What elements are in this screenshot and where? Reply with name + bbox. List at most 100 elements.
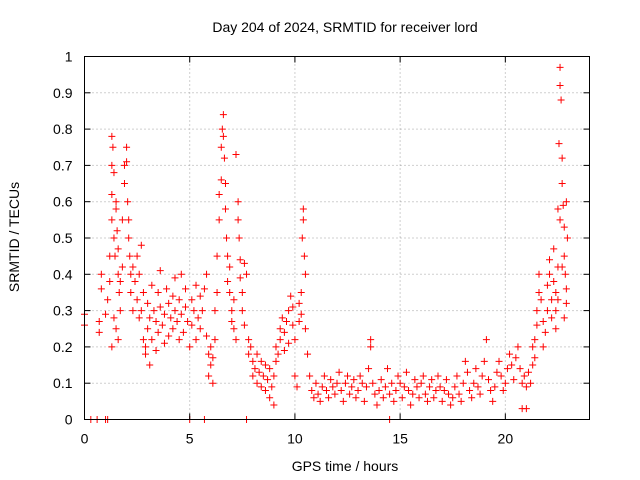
data-point (413, 383, 421, 391)
data-point (489, 397, 497, 405)
data-point (369, 379, 377, 387)
data-point (188, 296, 196, 304)
data-point (310, 394, 318, 402)
data-point (455, 390, 463, 398)
y-tick-label: 0.1 (53, 375, 73, 391)
data-point (291, 336, 299, 344)
data-point (110, 314, 118, 322)
data-point (522, 383, 530, 391)
data-point (213, 252, 221, 260)
data-point (110, 234, 118, 242)
data-point (346, 390, 354, 398)
data-point (543, 307, 551, 315)
axis-ticks (84, 56, 590, 420)
data-point (274, 350, 282, 358)
data-point (398, 394, 406, 402)
data-point (552, 325, 560, 333)
data-point (407, 401, 415, 409)
data-point (468, 394, 476, 402)
data-point (367, 336, 375, 344)
data-point (169, 325, 177, 333)
data-point (548, 314, 556, 322)
data-point (238, 307, 246, 315)
data-point (411, 376, 419, 384)
data-point (331, 390, 339, 398)
data-point (209, 354, 217, 362)
data-point (268, 383, 276, 391)
data-point (561, 270, 569, 278)
data-point (123, 158, 131, 166)
data-point (219, 132, 227, 140)
data-point (113, 227, 121, 235)
data-point (240, 259, 248, 267)
data-point (108, 190, 116, 198)
data-point (562, 198, 570, 206)
y-tick-label: 0.3 (53, 303, 73, 319)
data-point (236, 274, 244, 282)
data-point (139, 288, 147, 296)
data-point (137, 241, 145, 249)
data-point (563, 234, 571, 242)
data-point (306, 372, 314, 380)
data-point (144, 325, 152, 333)
data-point (224, 278, 232, 286)
data-point (221, 180, 229, 188)
data-point (367, 343, 375, 351)
data-point (186, 343, 194, 351)
data-point (559, 201, 567, 209)
data-point (123, 143, 131, 151)
data-point (198, 307, 206, 315)
data-point (129, 263, 137, 271)
data-point (182, 285, 189, 293)
data-point (379, 394, 387, 402)
data-point (200, 285, 208, 293)
data-point (548, 296, 556, 304)
data-point (154, 328, 162, 336)
data-point (356, 372, 364, 380)
data-point (558, 180, 566, 188)
data-point (177, 310, 185, 318)
data-point (129, 307, 137, 315)
data-point (108, 161, 116, 169)
data-point (557, 96, 565, 104)
data-point (217, 143, 225, 151)
y-tick-label: 0.7 (53, 157, 73, 173)
data-point (240, 321, 248, 329)
data-point (228, 307, 236, 315)
data-point (529, 361, 537, 369)
data-point (400, 383, 408, 391)
data-point (283, 317, 290, 325)
data-point (470, 379, 478, 387)
chart-title: Day 204 of 2024, SRMTID for receiver lor… (212, 19, 477, 35)
data-point (445, 390, 453, 398)
data-point (295, 317, 303, 325)
data-point (533, 321, 541, 329)
data-point (415, 394, 423, 402)
data-point (223, 234, 231, 242)
x-tick-label: 0 (81, 431, 89, 447)
data-point (217, 176, 225, 184)
data-point (135, 270, 143, 278)
data-point (205, 350, 213, 358)
data-point (285, 307, 293, 315)
data-point (531, 336, 539, 344)
data-point (459, 379, 467, 387)
data-point (131, 278, 139, 286)
data-point (560, 314, 568, 322)
data-point (555, 140, 563, 148)
data-point (327, 376, 335, 384)
data-point (230, 325, 238, 333)
data-point (203, 332, 211, 340)
data-point (308, 386, 316, 394)
data-point (171, 274, 179, 282)
y-axis-label: SRMTID / TECUs (6, 182, 22, 292)
data-point (388, 379, 396, 387)
data-point (562, 299, 570, 307)
data-point (270, 372, 278, 380)
data-point (419, 372, 427, 380)
data-point (318, 383, 326, 391)
data-point (352, 394, 360, 402)
data-point (152, 347, 160, 355)
data-point (171, 307, 179, 315)
